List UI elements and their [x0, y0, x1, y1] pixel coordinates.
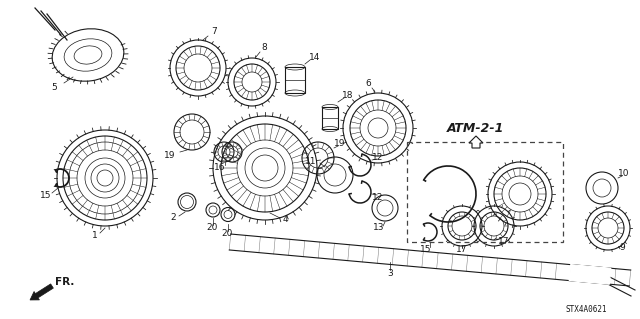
- Text: 4: 4: [282, 216, 288, 225]
- Text: 9: 9: [619, 243, 625, 253]
- Text: 12: 12: [372, 192, 384, 202]
- Text: 17: 17: [499, 238, 509, 247]
- Text: 5: 5: [51, 83, 57, 92]
- Bar: [407, 142, 563, 242]
- Text: 8: 8: [261, 43, 267, 53]
- Text: 17: 17: [456, 246, 468, 255]
- Text: 10: 10: [618, 169, 630, 179]
- Text: 7: 7: [211, 27, 217, 36]
- Text: STX4A0621: STX4A0621: [565, 306, 607, 315]
- Polygon shape: [570, 265, 611, 284]
- Text: 15: 15: [40, 191, 52, 201]
- Bar: [322, 107, 338, 129]
- Text: 11: 11: [305, 157, 317, 166]
- Text: 14: 14: [309, 54, 321, 63]
- Text: 15: 15: [420, 246, 432, 255]
- Text: 3: 3: [387, 269, 393, 278]
- Text: FR.: FR.: [55, 277, 74, 287]
- Text: 19: 19: [334, 138, 346, 147]
- FancyArrow shape: [469, 136, 483, 148]
- Text: 19: 19: [164, 152, 176, 160]
- Text: 16: 16: [214, 162, 226, 172]
- Text: 2: 2: [170, 213, 176, 222]
- Text: 6: 6: [365, 79, 371, 88]
- Text: 13: 13: [373, 224, 385, 233]
- FancyArrow shape: [30, 284, 53, 300]
- Text: 20: 20: [221, 229, 233, 239]
- Bar: [285, 67, 305, 93]
- Text: ATM-2-1: ATM-2-1: [447, 122, 505, 135]
- Text: 12: 12: [372, 152, 384, 161]
- Text: 20: 20: [206, 224, 218, 233]
- Text: 1: 1: [92, 232, 98, 241]
- Text: 18: 18: [342, 92, 354, 100]
